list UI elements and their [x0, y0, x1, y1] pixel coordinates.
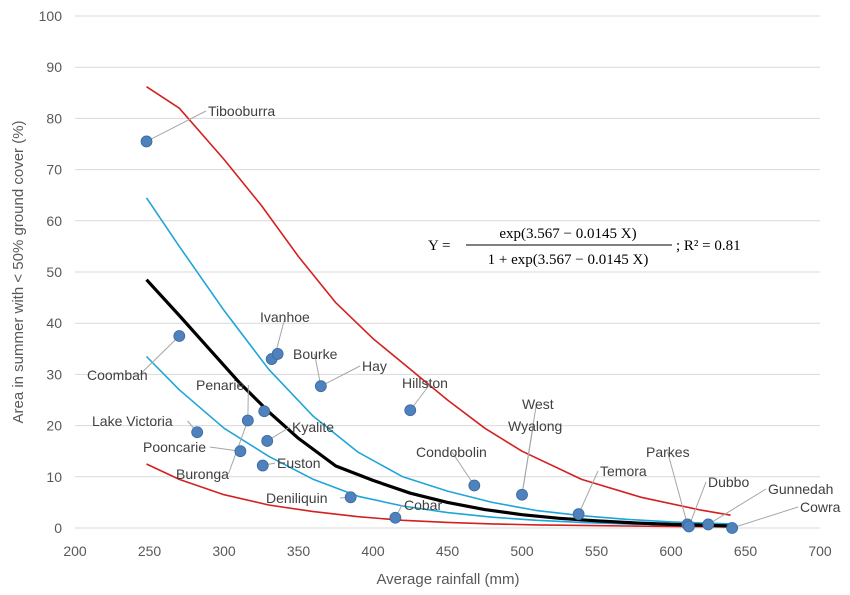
label-leader-line — [667, 451, 688, 525]
y-tick-label: 90 — [46, 59, 62, 75]
point-label: Parkes — [646, 444, 690, 460]
data-point — [234, 445, 247, 458]
y-tick-label: 60 — [46, 213, 62, 229]
label-leader-line — [247, 384, 249, 421]
outer-band-upper-line — [146, 86, 731, 516]
point-label: Bourke — [293, 346, 338, 362]
x-tick-label: 500 — [510, 543, 534, 559]
label-leader-line — [139, 335, 180, 376]
data-point — [271, 348, 284, 360]
data-point — [173, 330, 186, 342]
data-point — [140, 135, 153, 148]
point-label: Cobar — [404, 497, 442, 513]
data-point — [516, 488, 528, 501]
y-tick-label: 50 — [46, 264, 62, 280]
data-point — [389, 511, 402, 524]
data-point — [344, 491, 357, 504]
data-point — [468, 479, 481, 492]
data-point — [256, 459, 269, 472]
label-leader-line — [451, 451, 475, 486]
point-label: Coombah — [87, 367, 148, 383]
inner-band-upper-line — [145, 197, 731, 525]
point-label: Kyalite — [292, 419, 334, 435]
equation-numerator: exp(3.567 − 0.0145 X) — [499, 226, 636, 242]
point-label: Tibooburra — [208, 103, 275, 119]
data-point — [261, 435, 274, 447]
y-axis-title: Area in summer with < 50% ground cover (… — [10, 120, 27, 423]
data-point — [258, 405, 271, 418]
x-tick-label: 600 — [659, 543, 683, 559]
x-tick-label: 300 — [212, 543, 236, 559]
label-leader-line — [688, 481, 707, 527]
fit-line — [145, 278, 731, 528]
x-axis-title: Average rainfall (mm) — [376, 571, 519, 588]
x-tick-label: 400 — [361, 543, 385, 559]
point-label: Ivanhoe — [260, 309, 310, 325]
x-tick-label: 450 — [436, 543, 460, 559]
label-leader-line — [578, 470, 599, 515]
x-tick-label: 650 — [734, 543, 758, 559]
curves — [145, 86, 731, 528]
data-point — [726, 522, 738, 534]
data-points — [140, 135, 738, 534]
data-point — [191, 426, 204, 439]
equation-r2: ; R² = 0.81 — [676, 238, 741, 254]
point-label: Hillston — [402, 375, 448, 391]
y-tick-label: 30 — [46, 366, 62, 382]
gridlines — [75, 15, 820, 529]
outer-band-lower-line — [146, 463, 731, 528]
point-label: Buronga — [176, 466, 229, 482]
equation-denominator: 1 + exp(3.567 − 0.0145 X) — [488, 252, 649, 268]
point-label: Lake Victoria — [92, 413, 173, 429]
x-tick-label: 700 — [808, 543, 832, 559]
data-point — [682, 520, 695, 533]
point-label: Cowra — [800, 499, 841, 515]
y-tick-label: 100 — [39, 8, 63, 24]
label-leader-line — [707, 488, 767, 525]
data-point — [314, 380, 327, 393]
point-label: Temora — [600, 463, 647, 479]
equation-lhs: Y = — [428, 238, 451, 254]
label-leader-line — [731, 506, 799, 529]
point-label: West — [522, 396, 554, 412]
y-tick-label: 0 — [54, 520, 62, 536]
data-point — [241, 414, 254, 427]
point-label: Pooncarie — [143, 439, 206, 455]
y-axis-ticks: 0 10 20 30 40 50 60 70 80 90 100 — [39, 8, 63, 536]
equation: Y = exp(3.567 − 0.0145 X) 1 + exp(3.567 … — [428, 226, 741, 268]
label-leader-line — [146, 110, 207, 142]
data-point — [702, 518, 715, 531]
point-labels: Tibooburra Ivanhoe Coombah Bourke Hay Hillsto… — [87, 103, 841, 515]
y-tick-label: 80 — [46, 110, 62, 126]
point-label: Deniliquin — [266, 490, 327, 506]
point-label: Hay — [362, 358, 387, 374]
y-tick-label: 10 — [46, 469, 62, 485]
y-tick-label: 70 — [46, 162, 62, 178]
point-label: Condobolin — [416, 444, 487, 460]
y-tick-label: 20 — [46, 418, 62, 434]
point-label: Euston — [277, 455, 321, 471]
point-label: Penarie — [196, 377, 244, 393]
label-leader-lines — [139, 110, 799, 529]
data-point — [572, 508, 585, 521]
label-leader-line — [521, 425, 534, 495]
x-tick-label: 200 — [63, 543, 87, 559]
x-tick-label: 350 — [287, 543, 311, 559]
data-point — [404, 404, 417, 417]
y-tick-label: 40 — [46, 315, 62, 331]
point-label: Dubbo — [708, 474, 749, 490]
x-axis-ticks: 200 250 300 350 400 450 500 550 600 650 700 — [63, 543, 832, 559]
x-tick-label: 550 — [585, 543, 609, 559]
label-leader-line — [320, 365, 361, 387]
x-tick-label: 250 — [138, 543, 162, 559]
point-label: Gunnedah — [768, 481, 833, 497]
point-label: Wyalong — [508, 418, 562, 434]
